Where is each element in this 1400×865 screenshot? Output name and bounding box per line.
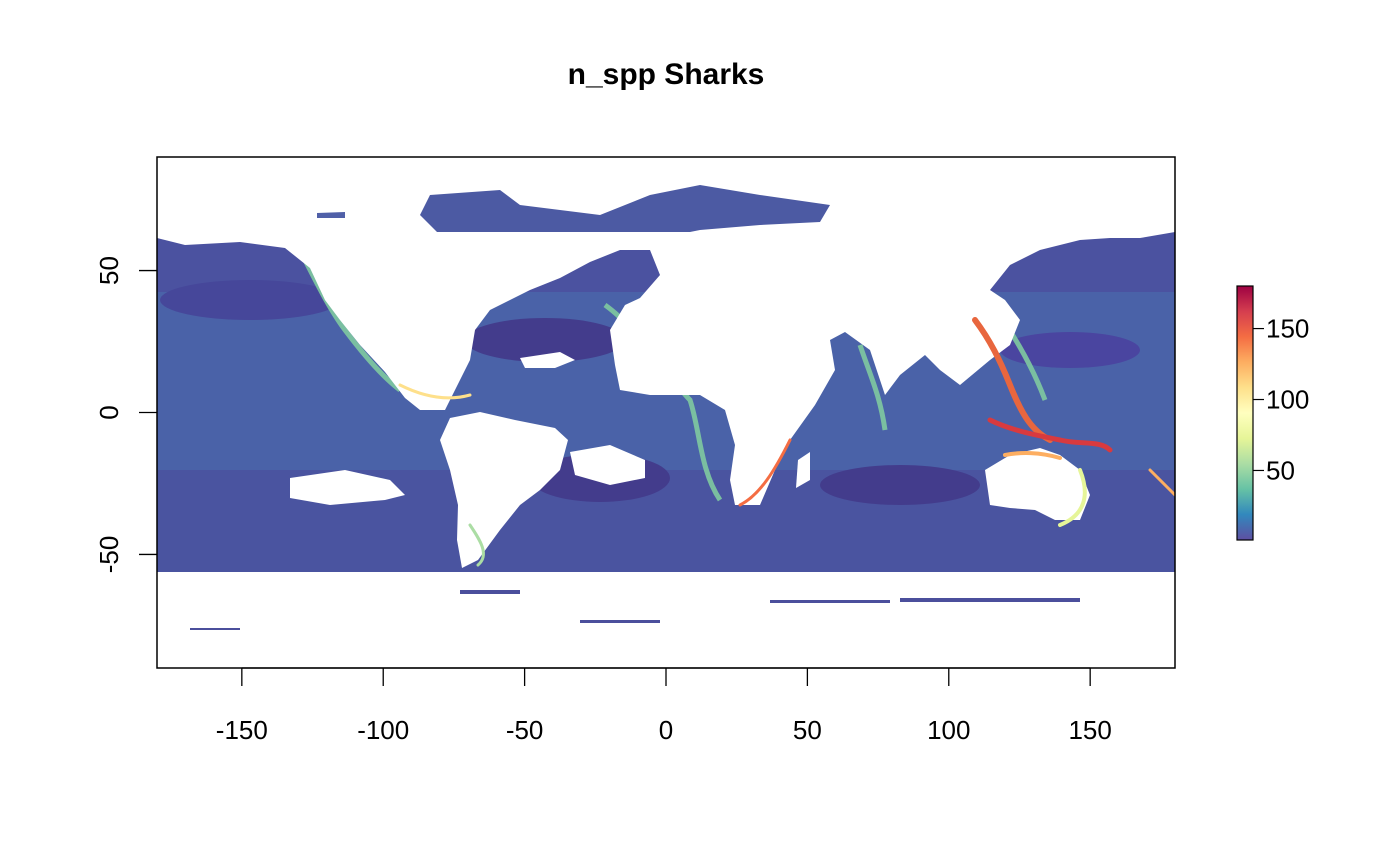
legend-tick-label: 150 [1266, 314, 1309, 344]
legend-colorbar [1236, 285, 1254, 541]
antarctic-fringe [190, 590, 1080, 630]
deep-basin-atlantic [465, 318, 625, 362]
land-layer [157, 232, 1175, 668]
x-tick-label: 150 [1068, 715, 1111, 745]
x-tick-label: -50 [506, 715, 544, 745]
legend-ticks: 50 100 150 [1253, 314, 1309, 485]
y-axis: 50 0 -50 [94, 256, 157, 573]
x-tick-label: 100 [927, 715, 970, 745]
map-title: n_spp Sharks [567, 58, 765, 91]
legend-tick-label: 50 [1266, 455, 1295, 485]
x-tick-label: -150 [216, 715, 268, 745]
x-axis: -150 -100 -50 0 50 100 150 [216, 667, 1112, 745]
x-tick-label: -100 [357, 715, 409, 745]
x-tick-label: 50 [793, 715, 822, 745]
map-raster [157, 185, 1175, 668]
x-tick-label: 0 [659, 715, 673, 745]
y-tick-label: -50 [94, 536, 124, 574]
color-legend: 50 100 150 [1236, 285, 1309, 541]
legend-tick-label: 100 [1266, 385, 1309, 415]
y-tick-label: 50 [94, 256, 124, 285]
hotspot-layer [398, 317, 1175, 567]
y-tick-label: 0 [94, 405, 124, 419]
